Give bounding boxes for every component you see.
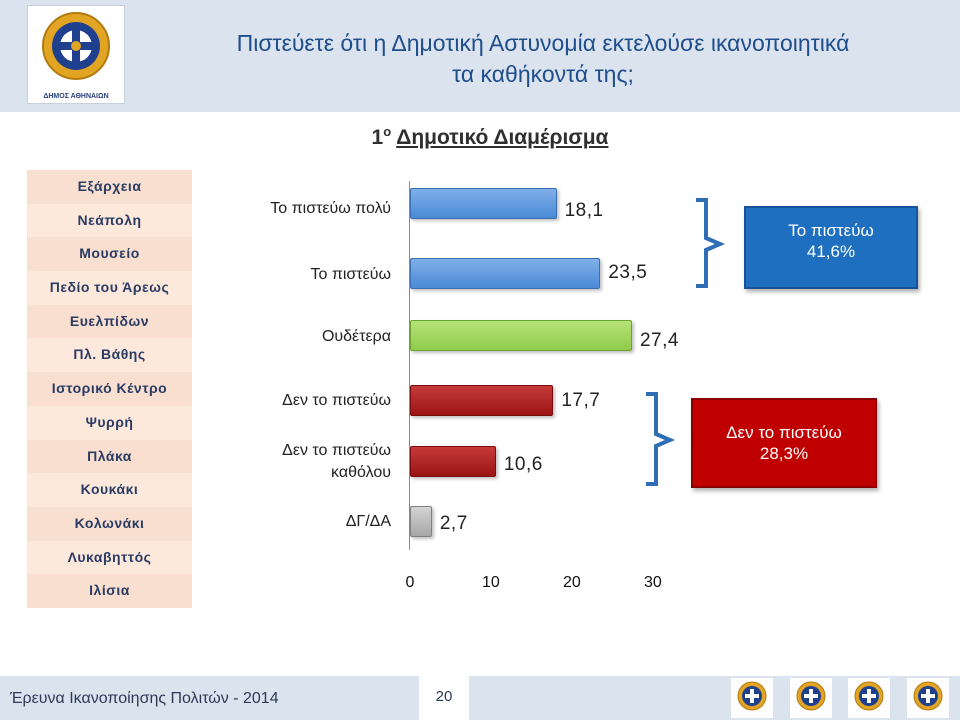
category-label: Το πιστεύω	[310, 266, 391, 283]
district-item: Κουκάκι	[27, 473, 192, 507]
x-tick-label: 30	[644, 574, 662, 591]
summary-positive: Το πιστεύω 41,6%	[744, 206, 918, 289]
x-tick-label: 0	[405, 574, 415, 591]
mini-seal-icon	[731, 678, 773, 718]
district-item: Νεάπολη	[27, 203, 192, 238]
seal-icon	[42, 12, 110, 80]
header: ΔΗΜΟΣ ΑΘΗΝΑΙΩΝ Πιστεύετε ότι η Δημοτική …	[0, 0, 960, 112]
subtitle-number: 1	[371, 126, 384, 149]
bar	[410, 385, 554, 416]
chart-subtitle: 1ο Δημοτικό Διαμέρισμα	[320, 124, 660, 150]
district-item: Ιλίσια	[27, 574, 192, 608]
y-axis-line	[409, 181, 410, 550]
footer-text: Έρευνα Ικανοποίησης Πολιτών - 2014	[10, 690, 279, 707]
city-logo: ΔΗΜΟΣ ΑΘΗΝΑΙΩΝ	[27, 5, 125, 104]
district-item: Πεδίο του Άρεως	[27, 271, 192, 305]
category-label: Δεν το πιστεύω καθόλου	[282, 442, 391, 481]
district-item: Ιστορικό Κέντρο	[27, 372, 192, 406]
bar-value-label: 17,7	[561, 390, 601, 411]
category-label: Δεν το πιστεύω	[282, 392, 391, 409]
bar	[410, 446, 496, 477]
summary-negative-label: Δεν το πιστεύω	[726, 423, 842, 442]
district-item: Πλ. Βάθης	[27, 338, 192, 373]
category-label: Το πιστεύω πολύ	[270, 200, 391, 217]
bar-value-label: 27,4	[639, 330, 679, 351]
subtitle-text: Δημοτικό Διαμέρισμα	[396, 126, 609, 149]
district-item: Ευελπίδων	[27, 304, 192, 339]
subtitle-sup: ο	[383, 124, 392, 139]
x-tick-label: 10	[482, 574, 500, 591]
bracket-negative	[646, 392, 676, 486]
district-item: Ψυρρή	[27, 405, 192, 440]
page-title: Πιστεύετε ότι η Δημοτική Αστυνομία εκτελ…	[148, 28, 938, 90]
bar-value-label: 23,5	[608, 262, 648, 283]
bar	[410, 258, 601, 289]
bar	[410, 506, 432, 537]
title-line-2: τα καθήκοντά της;	[452, 61, 634, 87]
mini-seal-icon	[907, 678, 949, 718]
district-item: Μουσείο	[27, 237, 192, 272]
district-item: Κολωνάκι	[27, 506, 192, 541]
district-item: Λυκαβηττός	[27, 540, 192, 575]
x-tick-label: 20	[563, 574, 581, 591]
page-number: 20	[419, 676, 469, 720]
category-label: ΔΓ/ΔΑ	[345, 513, 391, 530]
district-item: Εξάρχεια	[27, 170, 192, 204]
bar-value-label: 2,7	[439, 513, 468, 534]
logo-caption: ΔΗΜΟΣ ΑΘΗΝΑΙΩΝ	[43, 93, 109, 100]
bar	[410, 320, 632, 351]
title-line-1: Πιστεύετε ότι η Δημοτική Αστυνομία εκτελ…	[236, 30, 850, 56]
bar-value-label: 18,1	[564, 200, 604, 221]
summary-positive-label: Το πιστεύω	[788, 221, 874, 240]
summary-negative-value: 28,3%	[759, 444, 809, 463]
summary-positive-value: 41,6%	[806, 242, 856, 261]
bracket-positive	[696, 198, 726, 288]
bar	[410, 188, 557, 219]
district-item: Πλάκα	[27, 439, 192, 474]
district-list: Εξάρχεια Νεάπολη Μουσείο Πεδίο του Άρεως Ευε…	[27, 170, 192, 608]
bar-value-label: 10,6	[503, 454, 543, 475]
category-label: Ουδέτερα	[321, 328, 391, 345]
summary-negative: Δεν το πιστεύω 28,3%	[691, 398, 877, 488]
mini-seal-icon	[790, 678, 832, 718]
mini-seal-icon	[848, 678, 890, 718]
